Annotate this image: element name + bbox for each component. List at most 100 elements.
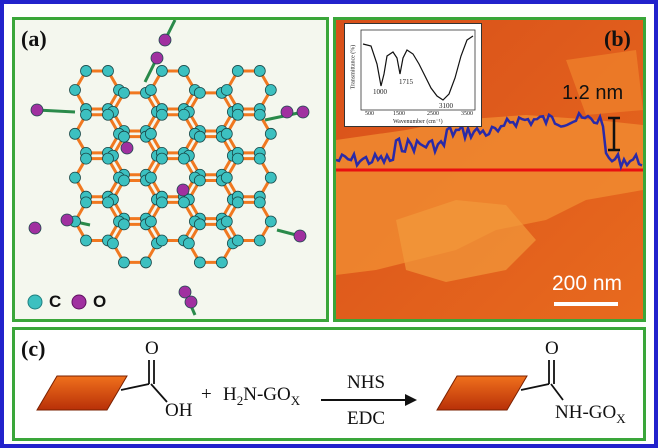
carbon-atom [69,127,81,140]
inset-tick: 1500 [393,111,405,117]
height-annotation: 1.2 nm [562,82,624,104]
inset-tick: 500 [365,111,374,117]
carbon-atom [102,196,114,209]
product-carbonyl-oxygen: O [545,338,559,359]
carbon-atom [155,152,168,165]
amine-reagent: H2N-GOX [223,384,301,408]
oxygen-atom [176,183,190,197]
carbon-atom [193,174,206,187]
carbon-atom [107,237,119,250]
graphene-sheet-reactant [36,375,128,411]
carbon-atom [102,65,114,77]
carbon-atom [253,65,266,77]
carbon-atom [80,108,92,121]
oxygen-legend-icon [71,294,87,310]
oxygen-atom [296,105,310,119]
panel-a: (a) C O [12,17,329,322]
carbon-atom [177,65,190,77]
graphene-flake [566,50,643,115]
plus-sign: + [201,384,212,405]
carbon-atom [144,171,157,184]
carbon-atom [231,196,244,209]
below-arrow-reagent: EDC [347,408,385,429]
carbon-atom [69,171,81,184]
carbon-atom [140,256,152,269]
graphene-oxide-structure [28,20,310,316]
carbon-atom [102,152,114,165]
carbon-atom [193,218,206,231]
panel-label-a: (a) [21,26,47,51]
oxygen-atom [293,229,307,243]
carbon-atom [264,84,277,96]
panel-label-b: (b) [604,26,631,51]
carbon-atom [215,256,228,269]
oxygen-atom [60,213,74,227]
carbon-atom [182,237,195,250]
carbon-atom [264,171,277,184]
oxygen-atom [150,51,164,65]
graphene-sheet-overlap [396,200,536,282]
carbon-bonds [36,20,304,316]
carbon-atom [118,256,130,269]
ftir-inset: Transmittance (%) Wavenumber (cm⁻¹) 500 … [344,23,482,127]
carbon-atom [253,234,266,247]
carbon-atom [253,152,266,165]
reaction-scheme [36,360,564,411]
carbon-atom [118,218,130,231]
graphene-sheet-product [436,375,528,411]
oxygen-atom [280,105,294,119]
carbon-atom [253,196,266,209]
amide-group: NH-GOX [555,402,626,426]
oxygen-atom [184,295,198,309]
atoms [28,33,310,309]
oxygen-atom [30,103,44,117]
carbon-atom [155,196,168,209]
carbon-atom [144,215,157,228]
carbon-atom [231,152,244,165]
oxygen-atom [158,33,172,47]
carbon-atom [155,234,168,247]
height-profile-curve [336,110,643,172]
carbon-atom [264,127,277,140]
carbon-atom [231,65,244,77]
panel-c: (c) O OH + H2N-GOX NHS EDC [12,327,646,441]
carbon-atom [118,174,130,187]
oxygen-atom [120,141,134,155]
oxygen-atom [28,221,42,235]
carbon-atom [118,130,130,143]
carbon-legend-label: C [49,292,62,311]
carbon-atom [264,215,277,228]
oxygen-atom [178,285,192,299]
carbon-atom [144,84,157,96]
carbonyl-oxygen: O [145,338,159,359]
carbon-atom [177,196,190,209]
inset-tick: 2500 [427,111,439,117]
carbon-atom [193,130,206,143]
scale-bar-label: 200 nm [552,272,623,295]
inset-y-label: Transmittance (%) [350,44,357,90]
peak-label: 1000 [373,88,387,96]
oxygen-legend-label: O [93,292,107,311]
hydroxyl-group: OH [165,400,193,421]
inset-x-label: Wavenumber (cm⁻¹) [393,119,443,125]
carbon-atom [144,127,157,140]
carbon-atom [220,171,233,184]
panel-b: 1.2 nm 200 nm (b) Transmittance (%) Wave… [333,17,646,322]
carbon-legend-icon [27,294,43,310]
carbon-atom [80,152,92,165]
peak-label: 1715 [399,78,413,86]
ftir-spectrum [360,29,476,111]
carbon-atom [193,86,206,99]
carbon-atom [231,234,244,247]
inset-tick: 3500 [461,111,473,117]
carbon-atom [80,65,92,77]
carbon-atom [155,108,168,121]
above-arrow-reagent: NHS [347,372,386,393]
carbon-atom [118,86,130,99]
carbon-atom [102,108,114,121]
carbon-atom [69,84,81,96]
carbon-atom [80,234,92,247]
carbon-atom [220,84,233,96]
carbon-atom [155,65,168,77]
